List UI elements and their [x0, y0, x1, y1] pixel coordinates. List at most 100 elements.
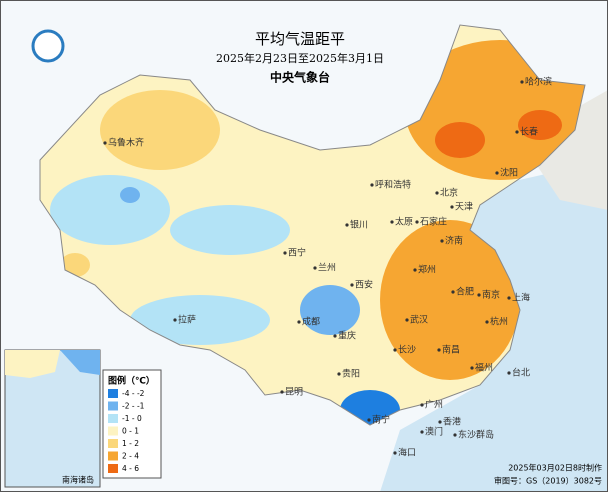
city-label: 合肥: [456, 286, 474, 298]
city-dot: [297, 320, 301, 324]
legend-swatch: [108, 451, 118, 461]
city-dot: [420, 403, 424, 407]
legend-swatch: [108, 464, 118, 473]
city-label: 南昌: [442, 344, 460, 356]
inset-land: [5, 350, 60, 378]
logo: [31, 29, 65, 63]
city-label: 重庆: [338, 330, 356, 342]
cool-area: [170, 205, 290, 255]
city-dot: [437, 348, 441, 352]
legend-swatch: [108, 389, 118, 398]
city-dot: [450, 205, 454, 209]
city-label: 香港: [443, 416, 461, 428]
city-label: 沈阳: [500, 167, 518, 179]
city-dot: [420, 430, 424, 434]
legend-label: -1 - 0: [122, 414, 142, 423]
city-label: 海口: [398, 447, 416, 459]
city-dot: [313, 266, 317, 270]
city-label: 拉萨: [178, 314, 196, 326]
city-label: 石家庄: [420, 216, 447, 228]
subtitle: 2025年2月23日至2025年3月1日: [216, 51, 384, 65]
inset: 南海诸岛: [4, 349, 101, 488]
legend-label: -4 - -2: [122, 389, 145, 398]
city-label: 东沙群岛: [458, 429, 494, 441]
city-dot: [280, 390, 284, 394]
city-label: 太原: [395, 216, 413, 228]
legend-label: -2 - -1: [122, 402, 145, 411]
city-dot: [440, 239, 444, 243]
legend-swatch: [108, 414, 118, 423]
warm-area: [100, 90, 220, 170]
city-label: 武汉: [410, 314, 428, 326]
city-dot: [515, 130, 519, 134]
city-label: 呼和浩特: [375, 179, 411, 191]
city-label: 郑州: [418, 264, 436, 276]
city-label: 兰州: [318, 262, 336, 274]
cold-area: [300, 285, 360, 335]
footer-made: 2025年03月02日8时制作: [508, 463, 602, 473]
cool-area: [50, 175, 170, 245]
city-dot: [507, 296, 511, 300]
legend-title: 图例（℃）: [108, 375, 155, 387]
city-label: 昆明: [285, 387, 303, 398]
city-label: 乌鲁木齐: [108, 137, 144, 149]
legend-swatch: [108, 401, 118, 411]
city-label: 广州: [425, 399, 443, 411]
legend-label: 4 - 6: [122, 464, 139, 473]
title: 平均气温距平: [255, 30, 345, 48]
neighbor-land: [520, 90, 608, 210]
city-dot: [333, 334, 337, 338]
city-label: 南宁: [372, 414, 390, 426]
city-dot: [393, 451, 397, 455]
city-dot: [520, 80, 524, 84]
inset-land: [60, 350, 100, 375]
city-dot: [451, 290, 455, 294]
city-label: 杭州: [490, 316, 508, 328]
city-label: 济南: [445, 235, 463, 247]
city-dot: [413, 268, 417, 272]
city-label: 西宁: [288, 247, 306, 259]
city-label: 银川: [350, 219, 368, 231]
legend-label: 1 - 2: [122, 439, 139, 448]
city-dot: [435, 191, 439, 195]
city-label: 台北: [512, 367, 530, 379]
cool-area: [130, 295, 270, 345]
city-dot: [415, 220, 419, 224]
inset-label: 南海诸岛: [62, 475, 94, 485]
city-dot: [453, 433, 457, 437]
legend-label: 0 - 1: [122, 427, 139, 436]
city-dot: [477, 293, 481, 297]
city-labels: 乌鲁木齐 哈尔滨 长春 沈阳 呼和浩特 北京 天津 石家庄 太原 济南 银川 西…: [103, 76, 552, 459]
city-label: 上海: [512, 292, 530, 304]
city-dot: [337, 372, 341, 376]
city-label: 长春: [520, 126, 538, 138]
city-label: 哈尔滨: [525, 76, 552, 88]
cold-area: [120, 187, 140, 203]
legend: 图例（℃） -4 - -2 -2 - -1 -1 - 0 0 - 1 1 - 2 2 - …: [102, 369, 162, 479]
city-label: 贵阳: [342, 368, 360, 380]
hot-area: [518, 110, 562, 140]
city-dot: [393, 348, 397, 352]
city-dot: [438, 420, 442, 424]
city-dot: [103, 141, 107, 145]
city-label: 澳门: [425, 426, 443, 438]
agency: 中央气象台: [270, 70, 330, 85]
footer-approval: 审图号：GS（2019）3082号: [494, 476, 602, 486]
legend-swatch: [108, 426, 118, 436]
hot-area: [435, 122, 485, 158]
warm-area: [380, 220, 520, 380]
city-dot: [405, 318, 409, 322]
city-label: 福州: [475, 362, 493, 374]
city-label: 南京: [482, 289, 500, 301]
city-dot: [485, 320, 489, 324]
city-dot: [470, 366, 474, 370]
city-label: 西安: [355, 279, 373, 291]
sea: [380, 160, 608, 492]
city-label: 长沙: [398, 344, 416, 356]
legend-label: 2 - 4: [122, 452, 139, 461]
city-dot: [507, 371, 511, 375]
city-label: 天津: [455, 202, 473, 213]
city-dot: [370, 183, 374, 187]
